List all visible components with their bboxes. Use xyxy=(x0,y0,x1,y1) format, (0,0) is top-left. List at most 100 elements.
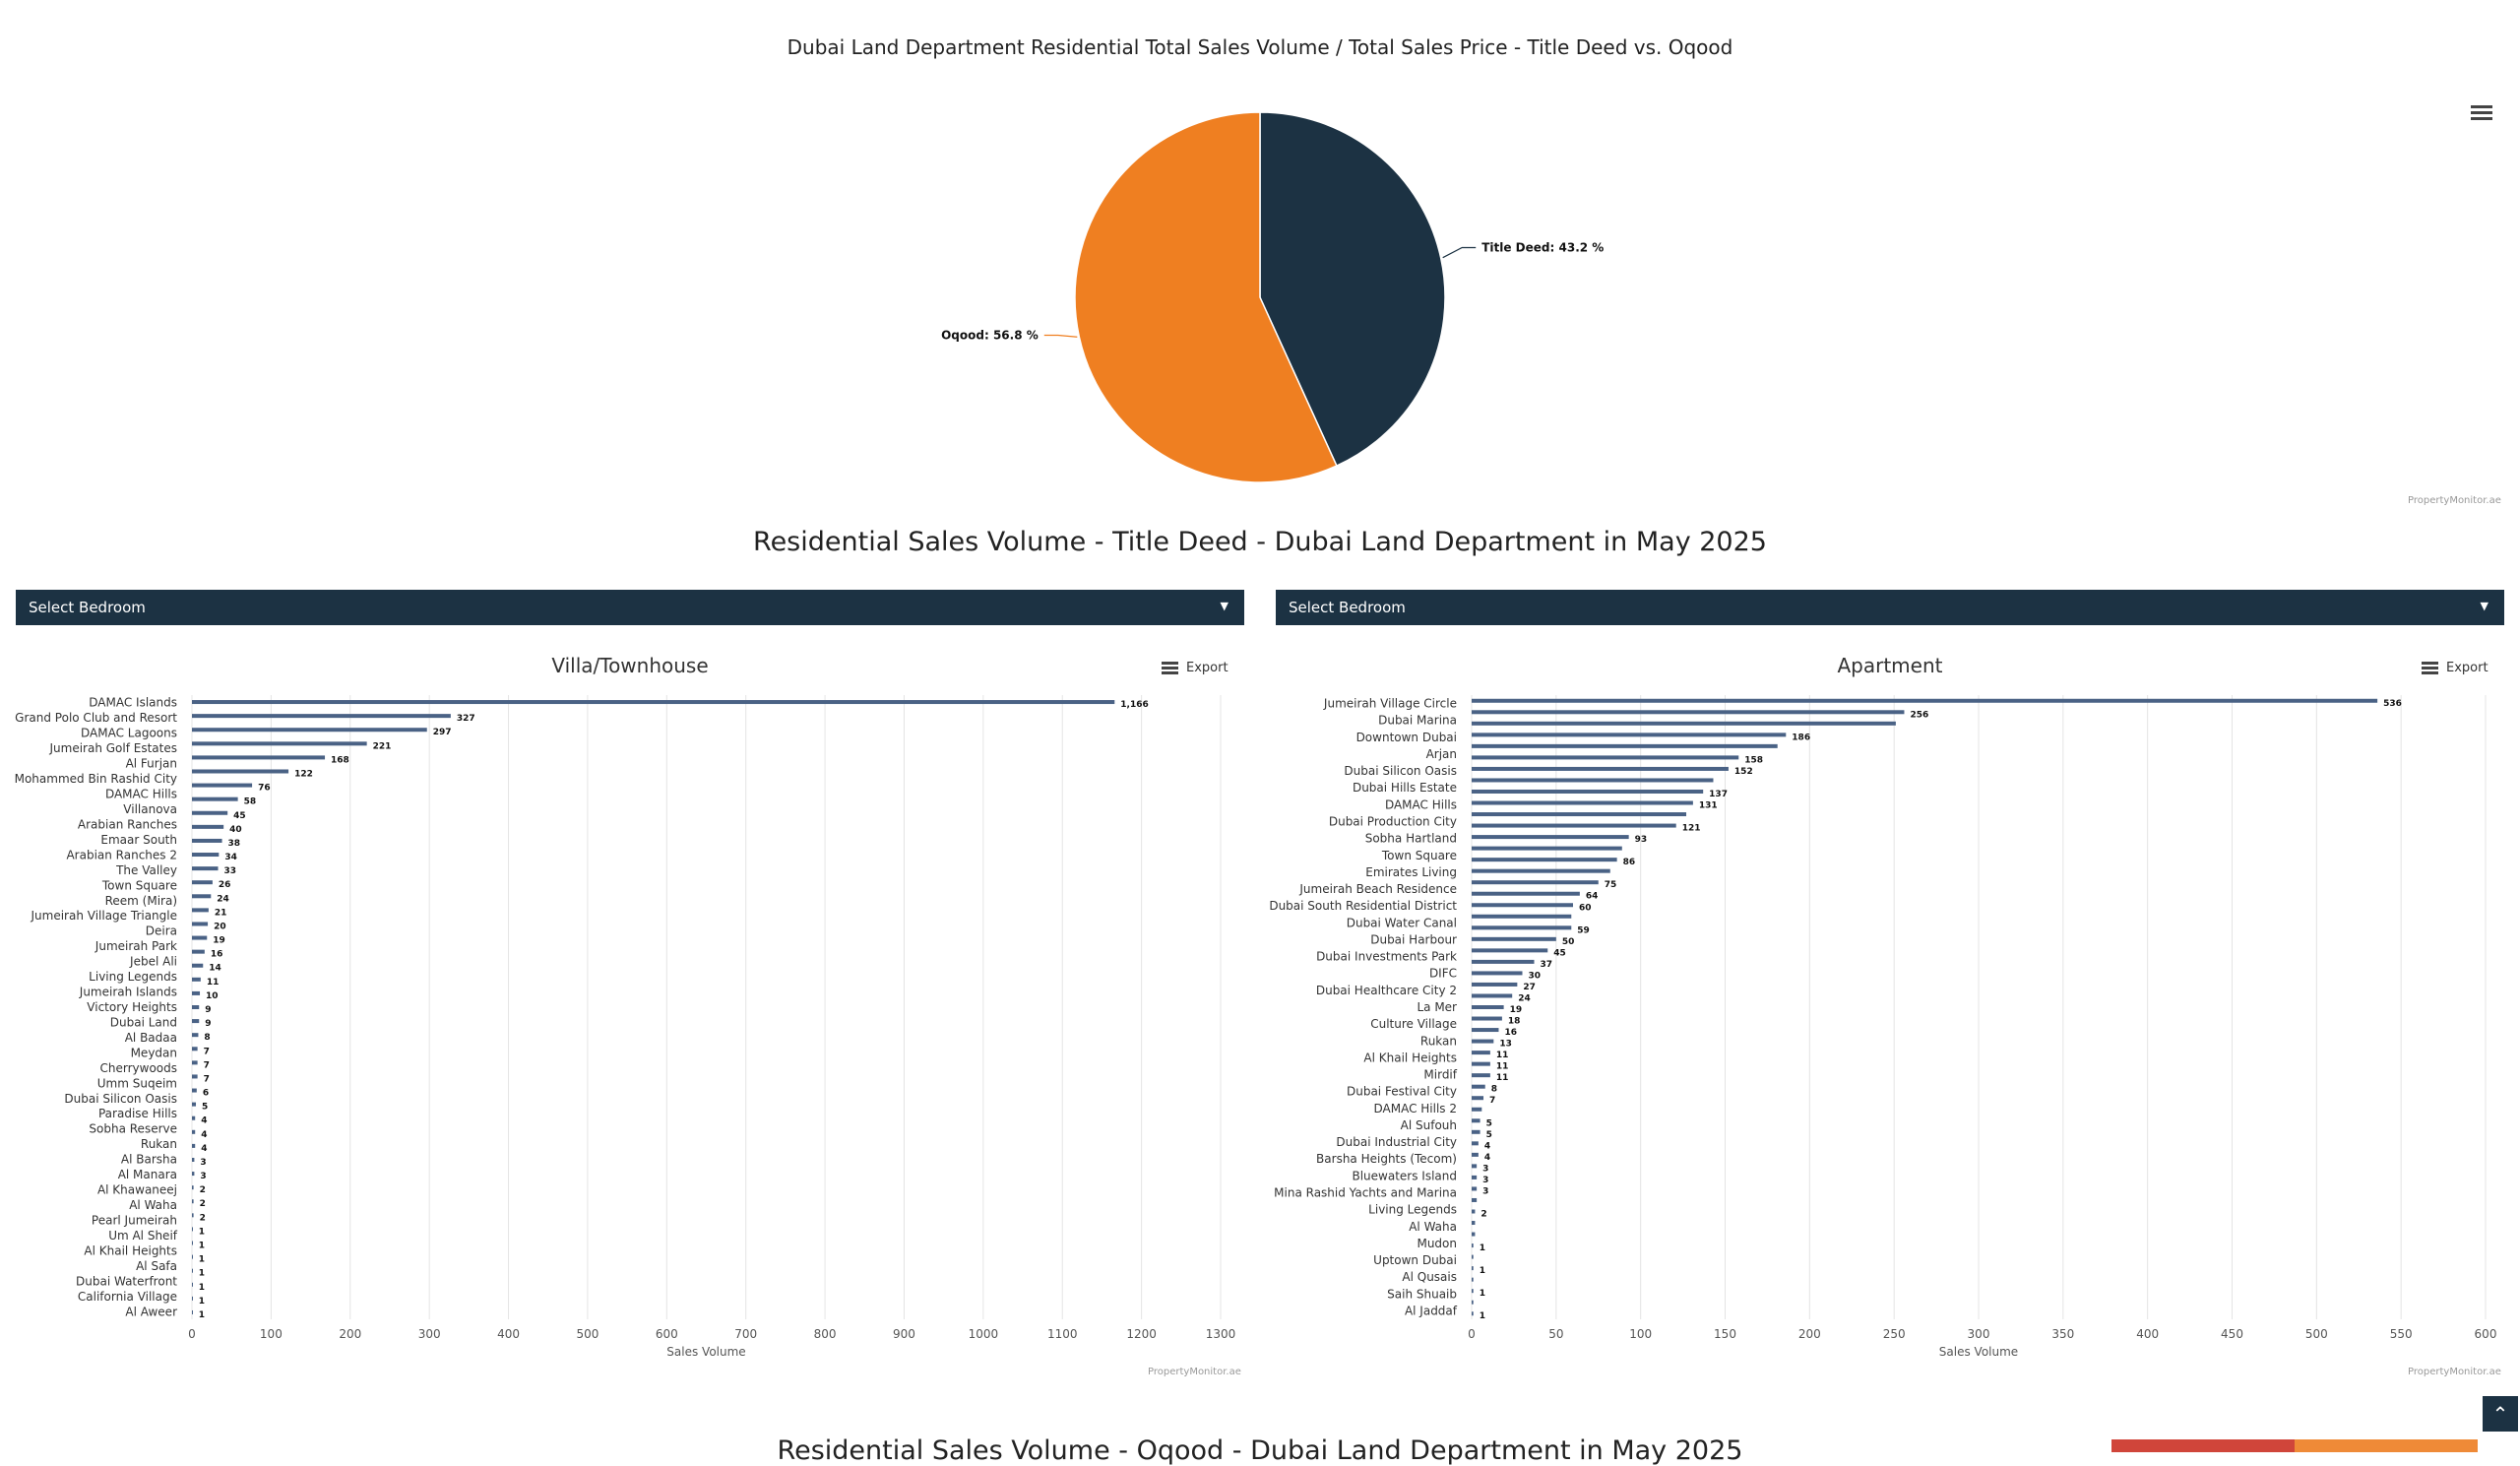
x-tick-label: 400 xyxy=(497,1327,520,1341)
bar xyxy=(192,1213,194,1218)
category-label: Uptown Dubai xyxy=(1373,1253,1457,1267)
bar xyxy=(1472,925,1572,930)
bar xyxy=(1472,766,1729,771)
bar-data-label: 256 xyxy=(1910,710,1928,720)
bar-data-label: 60 xyxy=(1579,903,1592,913)
category-label: Al Aweer xyxy=(125,1305,177,1318)
category-label: Dubai Investments Park xyxy=(1316,950,1457,964)
bottom-tab-orange[interactable] xyxy=(2295,1439,2478,1452)
bar-data-label: 26 xyxy=(219,880,231,890)
category-label: Al Jaddaf xyxy=(1405,1304,1458,1317)
category-label: Al Badaa xyxy=(125,1031,177,1045)
bar-data-label: 10 xyxy=(206,991,219,1001)
bar xyxy=(192,1129,196,1134)
category-label: Jumeirah Islands xyxy=(79,986,177,999)
bar-data-label: 3 xyxy=(200,1158,206,1168)
export-label: Export xyxy=(1186,661,1228,675)
category-label: DAMAC Islands xyxy=(89,696,177,710)
category-label: Umm Suqeim xyxy=(97,1076,177,1090)
bar xyxy=(192,783,253,788)
pie-chart: Title Deed: 43.2 % Oqood: 56.8 % xyxy=(941,111,1604,483)
bar-data-label: 536 xyxy=(2383,699,2402,709)
bar xyxy=(192,990,201,995)
bar-data-label: 158 xyxy=(1744,755,1763,765)
bar-data-label: 327 xyxy=(457,714,475,724)
category-label: Mohammed Bin Rashid City xyxy=(15,772,177,786)
bar xyxy=(1472,835,1629,840)
select-bedroom-right-label: Select Bedroom xyxy=(1289,599,1406,616)
x-tick-label: 300 xyxy=(1968,1327,1990,1341)
bar xyxy=(192,977,201,982)
chart-menu-icon[interactable] xyxy=(2471,105,2492,123)
category-label: Dubai Harbour xyxy=(1370,932,1457,946)
bar xyxy=(1472,1164,1478,1169)
bottom-tab-red[interactable] xyxy=(2111,1439,2295,1452)
bar xyxy=(1472,1073,1490,1078)
bar-data-label: 4 xyxy=(201,1130,207,1140)
apartment-bar-chart: 0 50 100 150 200 250 300 350 400 450 500 550 600Sale… xyxy=(1269,695,2496,1359)
bar xyxy=(1472,1096,1484,1101)
bar-data-label: 1 xyxy=(1480,1266,1485,1276)
bar xyxy=(192,741,367,746)
bar-data-label: 297 xyxy=(433,728,452,737)
bar xyxy=(192,1199,194,1204)
category-label: Cherrywoods xyxy=(100,1061,178,1075)
bar xyxy=(1472,1289,1474,1294)
pie-slice-oqood xyxy=(1074,111,1338,483)
category-label: The Valley xyxy=(115,863,177,877)
bar xyxy=(1472,982,1518,987)
bar-data-label: 8 xyxy=(1491,1085,1497,1095)
select-bedroom-right[interactable]: Select Bedroom ▼ xyxy=(1276,590,2504,625)
category-label: Saih Shuaib xyxy=(1387,1287,1457,1301)
chevron-up-icon[interactable]: ⌃ xyxy=(2483,1396,2518,1432)
bar-data-label: 1 xyxy=(1480,1311,1485,1321)
bar xyxy=(1472,891,1580,896)
category-label: Al Khail Heights xyxy=(1363,1051,1457,1064)
bar xyxy=(192,797,238,801)
category-label: Bluewaters Island xyxy=(1352,1169,1457,1182)
bar-data-label: 5 xyxy=(202,1103,208,1113)
x-tick-label: 500 xyxy=(2305,1327,2328,1341)
bar-data-label: 30 xyxy=(1529,971,1542,981)
select-bedroom-left[interactable]: Select Bedroom ▼ xyxy=(16,590,1244,625)
category-label: Town Square xyxy=(1381,849,1457,862)
bar-data-label: 1 xyxy=(199,1310,205,1320)
bar-data-label: 45 xyxy=(1553,948,1566,958)
category-label: Dubai Industrial City xyxy=(1336,1135,1457,1149)
bar-data-label: 3 xyxy=(1482,1186,1488,1196)
bar xyxy=(192,824,224,829)
bar-data-label: 5 xyxy=(1486,1118,1492,1128)
bar-data-label: 221 xyxy=(373,741,392,751)
bar xyxy=(192,1033,199,1038)
category-label: Sobha Reserve xyxy=(89,1122,177,1136)
bar xyxy=(1472,1016,1502,1021)
category-label: Living Legends xyxy=(1368,1203,1457,1217)
x-tick-label: 150 xyxy=(1714,1327,1736,1341)
bar-data-label: 19 xyxy=(1510,1005,1523,1015)
category-label: Sobha Hartland xyxy=(1365,832,1457,846)
bar xyxy=(1472,1028,1499,1033)
category-label: Al Furjan xyxy=(126,757,177,771)
bar xyxy=(1472,733,1787,737)
villa-credit: PropertyMonitor.ae xyxy=(1148,1367,1241,1377)
category-label: DAMAC Lagoons xyxy=(81,727,177,740)
bar-data-label: 1 xyxy=(199,1255,205,1265)
bar xyxy=(192,769,289,774)
category-label: Dubai Hills Estate xyxy=(1353,781,1457,795)
x-tick-label: 250 xyxy=(1883,1327,1906,1341)
bar xyxy=(1472,743,1778,748)
category-label: Al Waha xyxy=(129,1198,177,1212)
bar xyxy=(1472,1107,1482,1112)
bar xyxy=(1472,846,1622,851)
bar-data-label: 1 xyxy=(199,1227,205,1237)
bar-data-label: 75 xyxy=(1605,880,1617,890)
bar-data-label: 186 xyxy=(1792,733,1810,742)
bar xyxy=(1472,948,1548,953)
bar-data-label: 9 xyxy=(205,1005,211,1015)
bar-data-label: 18 xyxy=(1508,1017,1521,1027)
export-button-apartment[interactable]: Export xyxy=(2422,660,2488,676)
bar xyxy=(192,1019,200,1024)
bar xyxy=(1472,1186,1478,1191)
export-button-villa[interactable]: Export xyxy=(1162,660,1228,676)
category-label: Emaar South xyxy=(100,833,177,847)
